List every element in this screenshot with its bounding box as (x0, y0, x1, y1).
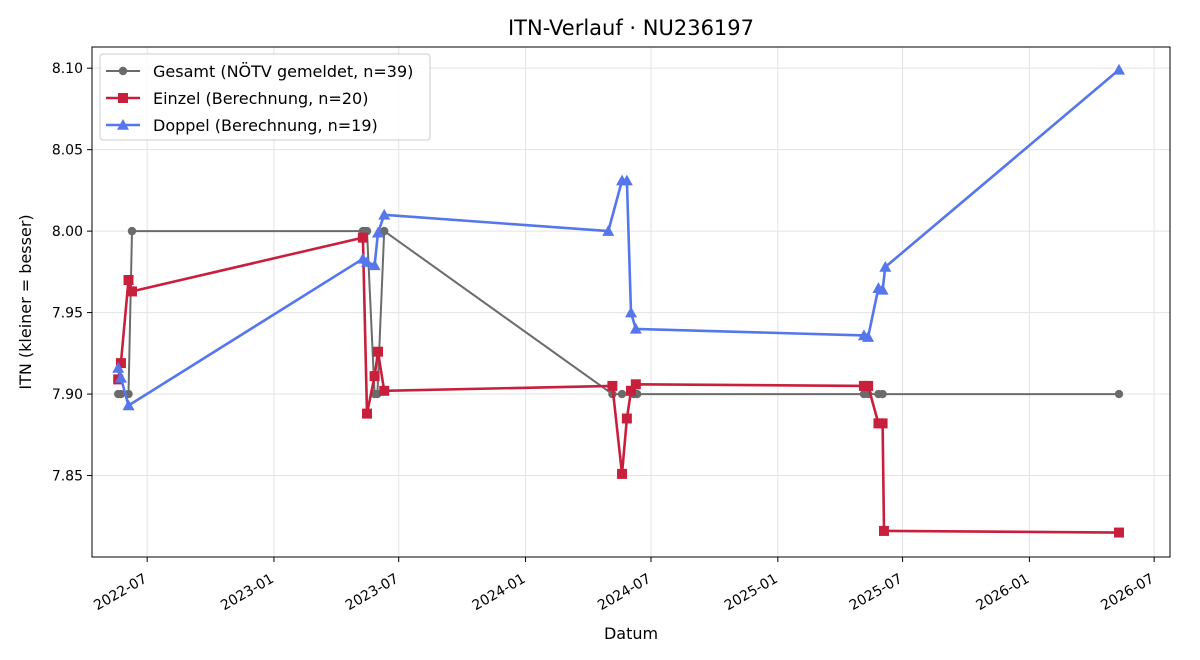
data-point-square (607, 380, 618, 391)
data-point-triangle (114, 371, 127, 383)
data-point-square (118, 93, 128, 103)
legend-label: Einzel (Berechnung, n=20) (153, 89, 368, 108)
y-axis: 7.85 7.90 7.95 8.00 8.05 8.10 (52, 61, 92, 485)
data-point-square (369, 371, 380, 382)
series-3 (112, 63, 1125, 411)
data-point-triangle (625, 306, 637, 318)
data-point-square (1113, 527, 1124, 538)
data-point-square (617, 468, 628, 479)
data-point-square (877, 418, 888, 429)
data-point-circle (380, 226, 389, 236)
data-point-triangle (368, 259, 381, 271)
data-point-circle (116, 389, 126, 399)
data-point-triangle (378, 208, 391, 220)
data-point-square (626, 385, 636, 396)
y-tick-label: 8.05 (52, 143, 83, 159)
data-point-square (126, 286, 137, 297)
data-point-circle (878, 389, 887, 399)
data-point-triangle (876, 283, 889, 295)
data-point-square (357, 232, 368, 243)
data-point-square (123, 275, 134, 286)
legend: Gesamt (NÖTV gemeldet, n=39) Einzel (Bere… (99, 53, 431, 141)
legend-item: Einzel (Berechnung, n=20) (106, 89, 368, 108)
data-point-triangle (620, 174, 633, 186)
series-line (116, 236, 1121, 534)
data-point-circle (617, 389, 627, 399)
data-point-square (863, 380, 874, 391)
y-tick-label: 7.85 (52, 469, 83, 485)
y-tick-label: 8.10 (52, 61, 83, 77)
data-point-triangle (117, 119, 129, 130)
legend-box (99, 53, 431, 141)
data-point-triangle (602, 225, 615, 236)
legend-item: Gesamt (NÖTV gemeldet, n=39) (106, 62, 413, 81)
data-point-triangle (372, 226, 385, 238)
data-point-triangle (879, 260, 892, 272)
plot-frame (91, 46, 1171, 558)
y-tick-label: 7.95 (52, 306, 83, 322)
legend-label: Doppel (Berechnung, n=19) (153, 116, 378, 135)
chart-title: ITN-Verlauf · NU236197 (508, 16, 754, 40)
series-layer (112, 63, 1125, 538)
data-point-triangle (862, 331, 875, 342)
series-2 (113, 232, 1124, 538)
data-point-triangle (112, 361, 125, 373)
data-point-square (878, 525, 889, 536)
data-point-circle (1114, 389, 1124, 399)
data-point-triangle (361, 256, 374, 267)
legend-label: Gesamt (NÖTV gemeldet, n=39) (153, 62, 413, 81)
y-tick-label: 7.90 (52, 387, 83, 403)
data-point-triangle (1112, 63, 1125, 75)
data-point-square (362, 408, 373, 419)
data-point-triangle (122, 399, 135, 411)
data-point-square (379, 385, 390, 396)
y-axis-title: ITN (kleiner = besser) (16, 214, 35, 389)
data-point-triangle (629, 322, 642, 334)
y-tick-label: 8.00 (52, 224, 83, 240)
data-point-square (373, 346, 384, 357)
data-point-square (115, 358, 126, 369)
x-axis-title: Datum (604, 624, 658, 643)
data-point-circle (118, 66, 128, 76)
data-point-circle (127, 226, 137, 236)
data-point-square (621, 413, 632, 424)
data-point-square (630, 379, 641, 390)
legend-item: Doppel (Berechnung, n=19) (106, 116, 378, 135)
